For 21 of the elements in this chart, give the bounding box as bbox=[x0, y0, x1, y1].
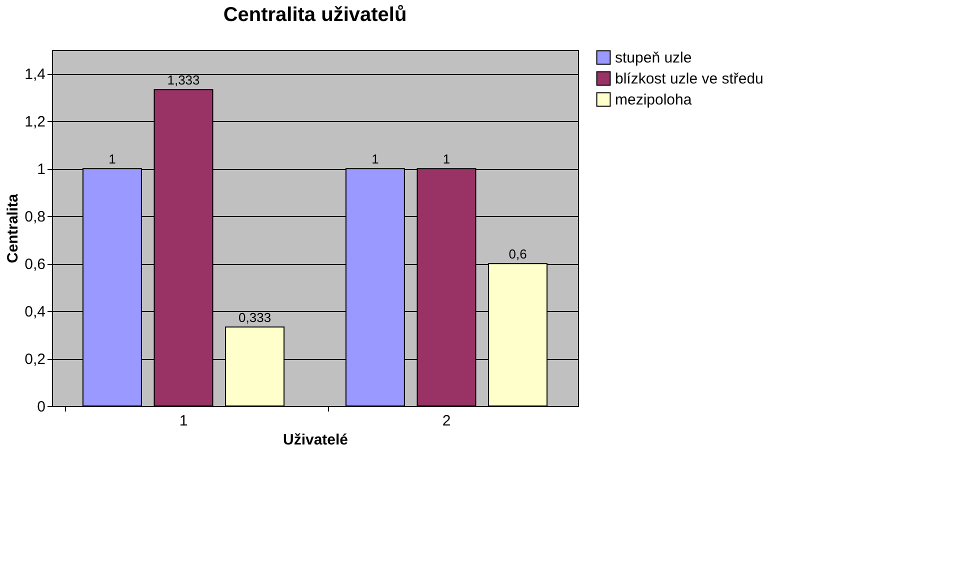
y-tick-label: 0,6 bbox=[24, 256, 46, 274]
y-tick-label: 0,8 bbox=[24, 208, 46, 226]
legend-label: mezipoloha bbox=[615, 92, 692, 108]
y-axis-title: Centralita bbox=[4, 193, 22, 264]
data-label: 0,6 bbox=[508, 246, 527, 262]
data-label: 0,333 bbox=[238, 310, 272, 325]
data-label: 1,333 bbox=[167, 72, 200, 88]
chart-title: Centralita uživatelů bbox=[223, 4, 407, 26]
x-tick-label: 2 bbox=[442, 412, 451, 430]
y-tick-label: 1,2 bbox=[24, 114, 46, 131]
y-tick-label: 1,4 bbox=[24, 66, 46, 84]
legend-label: stupeň uzle bbox=[615, 50, 692, 66]
y-tick-label: 0,2 bbox=[24, 351, 46, 368]
y-tick-label: 1 bbox=[37, 161, 46, 178]
data-label: 1 bbox=[372, 152, 379, 167]
y-tick-label: 0,4 bbox=[24, 304, 46, 321]
data-label: 1 bbox=[442, 152, 450, 167]
x-axis-title: Uživatelé bbox=[282, 432, 348, 448]
y-tick-label: 0 bbox=[37, 398, 46, 416]
legend-label: blízkost uzle ve středu bbox=[615, 70, 764, 88]
data-label: 1 bbox=[108, 152, 116, 167]
